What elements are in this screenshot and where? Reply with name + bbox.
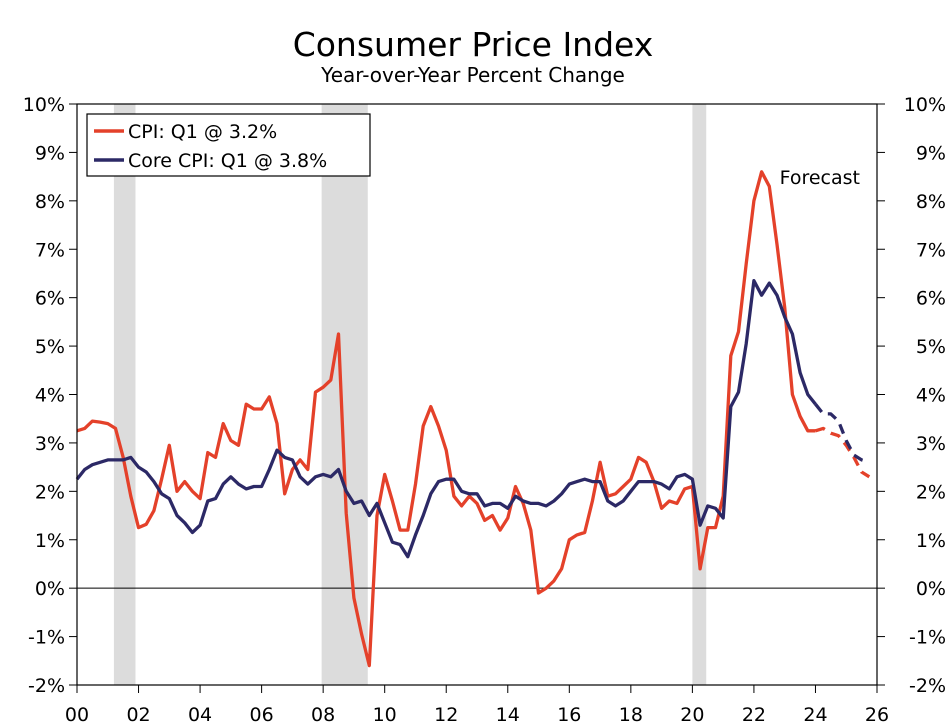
recession-bands <box>113 104 707 685</box>
x-tick-label: 22 <box>742 704 766 726</box>
y-tick-label-right: 8% <box>916 191 946 213</box>
x-tick-label: 10 <box>373 704 397 726</box>
legend: CPI: Q1 @ 3.2% Core CPI: Q1 @ 3.8% <box>86 113 371 177</box>
x-tick-label: 24 <box>803 704 827 726</box>
x-tick-label: 14 <box>496 704 520 726</box>
x-tick-label: 08 <box>311 704 335 726</box>
recession-band-0 <box>113 104 136 685</box>
y-tick-label-right: 3% <box>916 433 946 455</box>
y-tick-label-right: -1% <box>909 627 946 649</box>
y-tick-label-left: 10% <box>23 94 65 116</box>
y-tick-label-left: 9% <box>35 142 65 164</box>
x-tick-label: 12 <box>434 704 458 726</box>
recession-band-1 <box>321 104 368 685</box>
y-tick-label-right: 0% <box>916 578 946 600</box>
forecast-annotation: Forecast <box>780 167 860 189</box>
y-tick-label-left: 3% <box>35 433 65 455</box>
y-tick-label-right: 1% <box>916 530 946 552</box>
y-tick-label-right: -2% <box>909 675 946 697</box>
series-lines <box>75 170 871 668</box>
chart-title: Consumer Price Index <box>293 25 654 64</box>
y-tick-label-left: -2% <box>28 675 65 697</box>
y-tick-label-right: 9% <box>916 142 946 164</box>
recession-band-2 <box>692 104 707 685</box>
series-line-3 <box>814 403 870 464</box>
x-tick-label: 04 <box>188 704 212 726</box>
chart-subtitle: Year-over-Year Percent Change <box>320 63 625 87</box>
x-tick-label: 02 <box>126 704 150 726</box>
x-tick-label: 16 <box>557 704 581 726</box>
x-tick-label: 06 <box>250 704 274 726</box>
series-line-2 <box>75 279 817 559</box>
y-tick-label-left: 5% <box>35 336 65 358</box>
y-tick-label-left: 6% <box>35 288 65 310</box>
y-tick-label-right: 2% <box>916 481 946 503</box>
x-tick-label: 00 <box>65 704 89 726</box>
y-tick-label-left: 1% <box>35 530 65 552</box>
y-tick-label-right: 5% <box>916 336 946 358</box>
y-tick-label-right: 6% <box>916 288 946 310</box>
y-tick-label-left: 4% <box>35 385 65 407</box>
legend-box <box>86 113 371 177</box>
y-tick-label-right: 7% <box>916 239 946 261</box>
axes: -2% -2% -1% -1% 0% 0% 1% 1% 2% 2% 3% 3% 4% 4% 5% 5% 6% 6%… <box>23 94 946 726</box>
x-tick-label: 26 <box>865 704 889 726</box>
y-tick-label-left: -1% <box>28 627 65 649</box>
y-tick-label-left: 0% <box>35 578 65 600</box>
y-tick-label-right: 4% <box>916 385 946 407</box>
y-tick-label-right: 10% <box>904 94 946 116</box>
y-tick-label-left: 8% <box>35 191 65 213</box>
series-line-1 <box>815 426 871 479</box>
legend-label-core-cpi: Core CPI: Q1 @ 3.8% <box>128 150 327 172</box>
x-tick-label: 18 <box>619 704 643 726</box>
x-tick-label: 20 <box>680 704 704 726</box>
y-tick-label-left: 2% <box>35 481 65 503</box>
y-tick-label-left: 7% <box>35 239 65 261</box>
legend-label-cpi: CPI: Q1 @ 3.2% <box>128 121 277 143</box>
